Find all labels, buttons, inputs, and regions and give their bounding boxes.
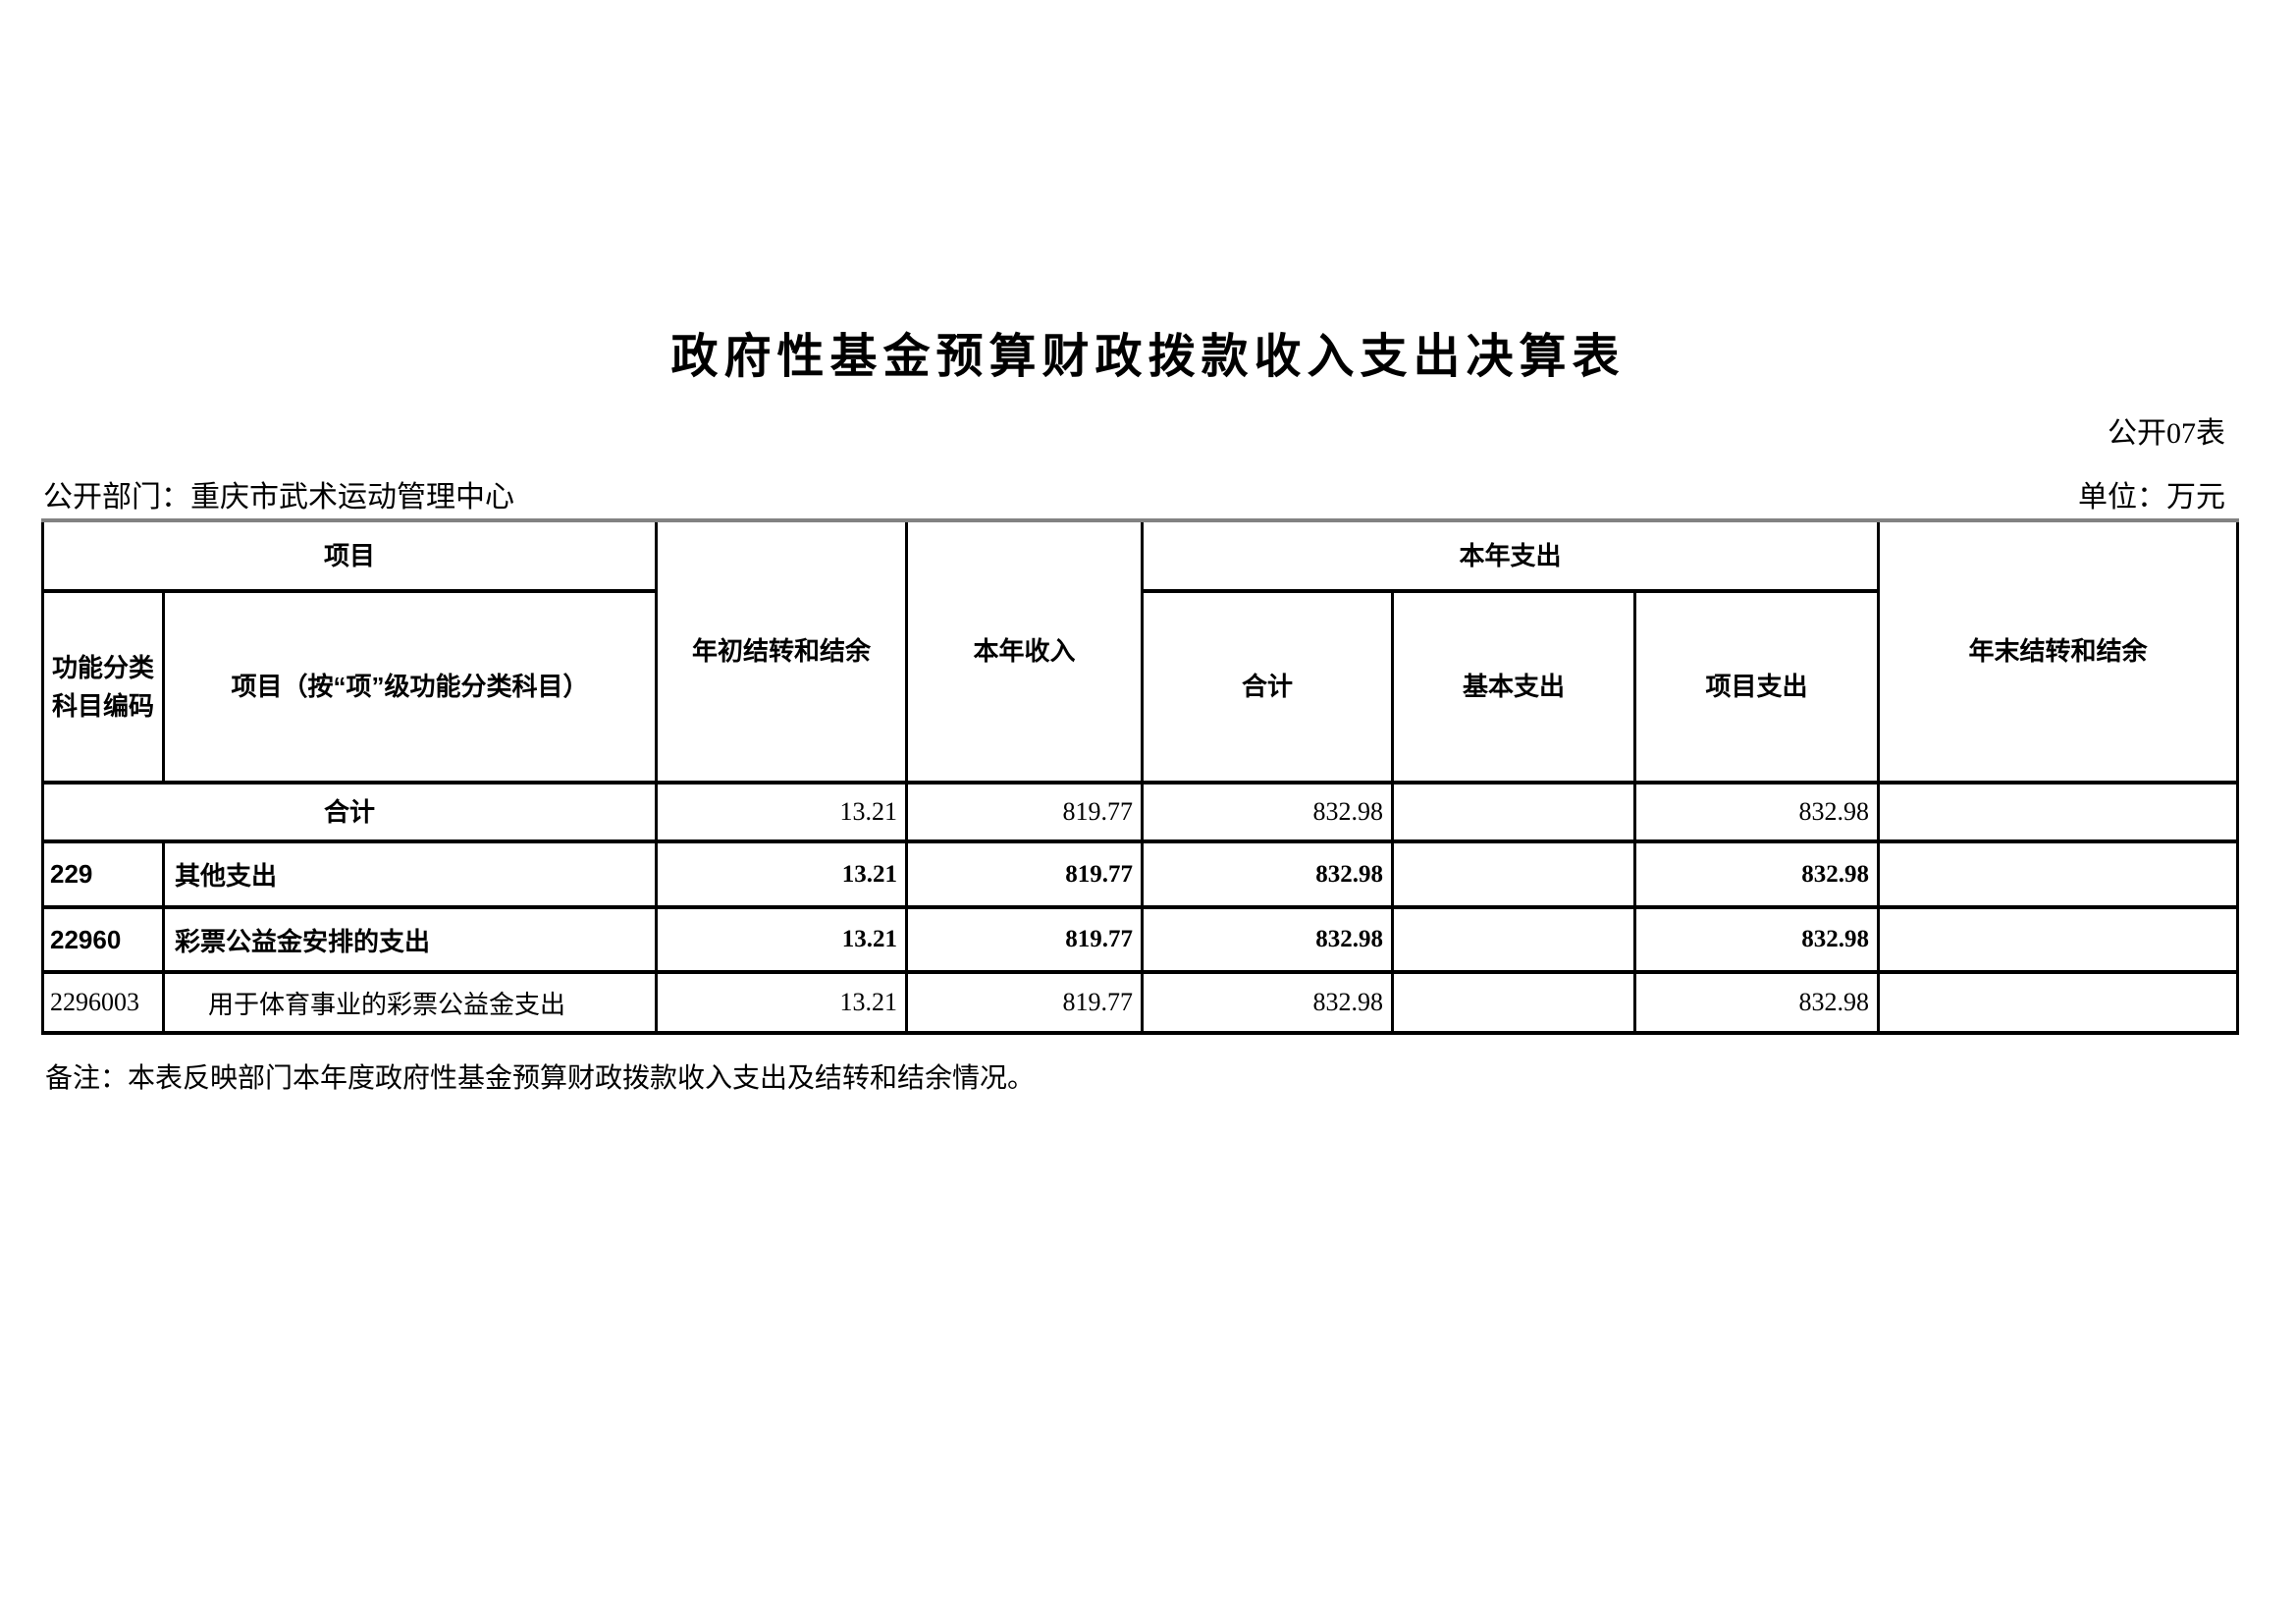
cell-year-income: 819.77 — [905, 839, 1145, 909]
header-closing-balance: 年末结转和结余 — [1877, 518, 2240, 785]
cell-project-expense: 832.98 — [1633, 905, 1881, 974]
header-year-income: 本年收入 — [905, 518, 1145, 785]
unit-label: 单位：万元 — [2078, 481, 2225, 514]
header-project-group: 项目 — [40, 518, 659, 593]
cell-function-code: 22960 — [41, 905, 165, 974]
cell-expense-total: 832.98 — [1141, 839, 1395, 909]
department-label: 公开部门：重庆市武术运动管理中心 — [43, 481, 514, 514]
cell-function-code: 229 — [41, 839, 165, 909]
header-year-expense-group: 本年支出 — [1141, 518, 1881, 593]
table-row: 2296003 用于体育事业的彩票公益金支出 13.21 819.77 832.… — [41, 970, 2240, 1035]
footnote: 备注：本表反映部门本年度政府性基金预算财政拨款收入支出及结转和结余情况。 — [45, 1063, 1036, 1094]
form-code-label: 公开07表 — [2108, 417, 2225, 450]
budget-table: 项目 年初结转和结余 本年收入 本年支出 年末结转和结余 功能分类科目编码 项目… — [40, 518, 2240, 1035]
cell-closing-balance — [1877, 905, 2240, 974]
cell-opening-balance: 13.21 — [655, 970, 909, 1035]
cell-project-expense: 832.98 — [1633, 839, 1881, 909]
cell-closing-balance — [1877, 970, 2240, 1035]
cell-year-income: 819.77 — [905, 781, 1145, 843]
cell-basic-expense — [1391, 839, 1637, 909]
cell-item: 其他支出 — [161, 839, 659, 909]
cell-project-expense: 832.98 — [1633, 781, 1881, 843]
header-expense-total: 合计 — [1141, 589, 1395, 785]
header-item: 项目（按“项”级功能分类科目） — [161, 589, 659, 785]
cell-item: 用于体育事业的彩票公益金支出 — [161, 970, 659, 1035]
header-basic-expense: 基本支出 — [1391, 589, 1637, 785]
cell-opening-balance: 13.21 — [655, 781, 909, 843]
table-row: 22960 彩票公益金安排的支出 13.21 819.77 832.98 832… — [41, 905, 2240, 974]
cell-closing-balance — [1877, 781, 2240, 843]
cell-function-code: 2296003 — [41, 970, 165, 1035]
table-row-total: 合计 13.21 819.77 832.98 832.98 — [40, 781, 2240, 843]
cell-item: 彩票公益金安排的支出 — [161, 905, 659, 974]
cell-basic-expense — [1391, 781, 1637, 843]
cell-basic-expense — [1391, 970, 1637, 1035]
cell-expense-total: 832.98 — [1141, 905, 1395, 974]
cell-expense-total: 832.98 — [1141, 781, 1395, 843]
cell-closing-balance — [1877, 839, 2240, 909]
header-opening-balance: 年初结转和结余 — [655, 518, 909, 785]
cell-project-expense: 832.98 — [1633, 970, 1881, 1035]
cell-year-income: 819.77 — [905, 970, 1145, 1035]
cell-expense-total: 832.98 — [1141, 970, 1395, 1035]
cell-opening-balance: 13.21 — [655, 839, 909, 909]
cell-basic-expense — [1391, 905, 1637, 974]
cell-year-income: 819.77 — [905, 905, 1145, 974]
cell-total-label: 合计 — [40, 781, 659, 843]
table-row: 229 其他支出 13.21 819.77 832.98 832.98 — [41, 839, 2240, 909]
cell-opening-balance: 13.21 — [655, 905, 909, 974]
header-function-code: 功能分类科目编码 — [41, 589, 165, 785]
page-title: 政府性基金预算财政拨款收入支出决算表 — [670, 331, 1626, 383]
header-project-expense: 项目支出 — [1633, 589, 1881, 785]
